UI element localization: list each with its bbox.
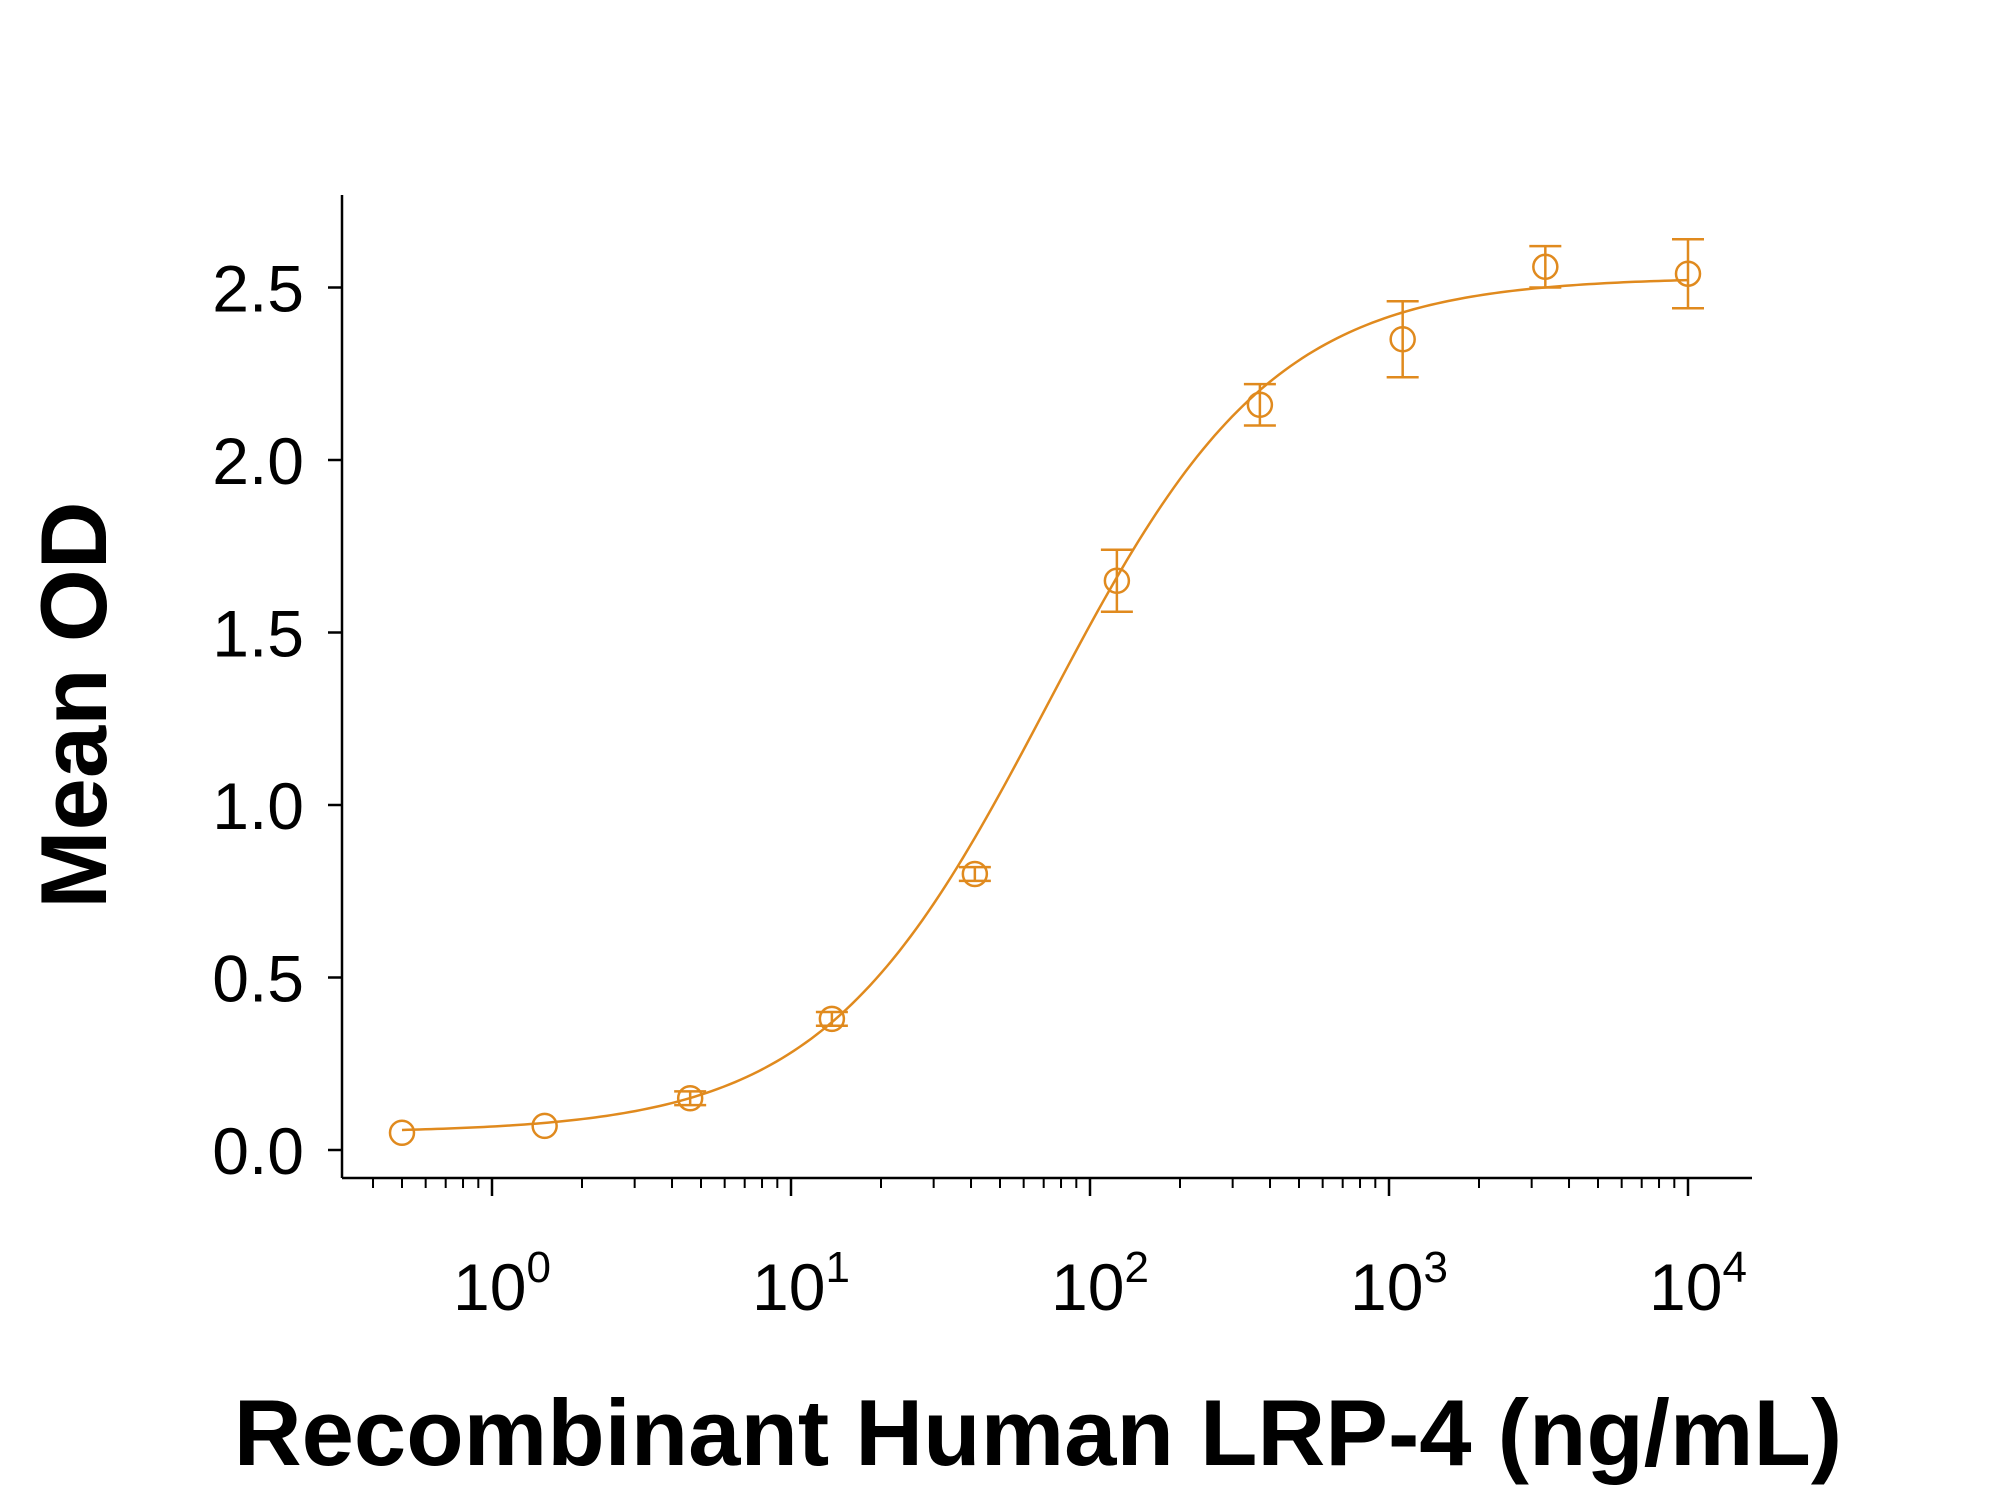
x-tick-label: 100 (453, 1243, 551, 1324)
y-tick-label: 1.5 (212, 597, 304, 671)
y-axis-title: Mean OD (21, 501, 126, 908)
error-bar (1529, 244, 1562, 289)
y-tick-label: 0.0 (212, 1114, 304, 1188)
x-tick-label: 103 (1350, 1243, 1448, 1324)
y-tick-label: 0.5 (212, 942, 304, 1016)
error-bar (1386, 300, 1419, 379)
data-point (1674, 260, 1702, 287)
data-point (531, 1112, 558, 1140)
fit-curve (401, 278, 1689, 1132)
y-tick-label: 2.0 (212, 424, 304, 498)
data-point (961, 860, 989, 888)
x-tick-label: 104 (1649, 1243, 1747, 1324)
x-tick-label: 102 (1051, 1243, 1149, 1324)
data-point (1532, 253, 1559, 281)
error-bar (1100, 548, 1133, 614)
data-point (1389, 326, 1416, 353)
data-point (1103, 567, 1131, 594)
data-point (818, 1005, 846, 1033)
x-axis-title: Recombinant Human LRP-4 (ng/mL) (234, 1380, 1842, 1485)
x-tick-label: 101 (752, 1243, 850, 1324)
data-point (1246, 391, 1274, 419)
error-bar (1243, 382, 1276, 427)
y-tick-label: 2.5 (212, 252, 304, 326)
data-point (388, 1119, 416, 1146)
data-point (676, 1085, 704, 1112)
error-bar (1672, 237, 1704, 310)
y-tick-label: 1.0 (212, 769, 304, 843)
